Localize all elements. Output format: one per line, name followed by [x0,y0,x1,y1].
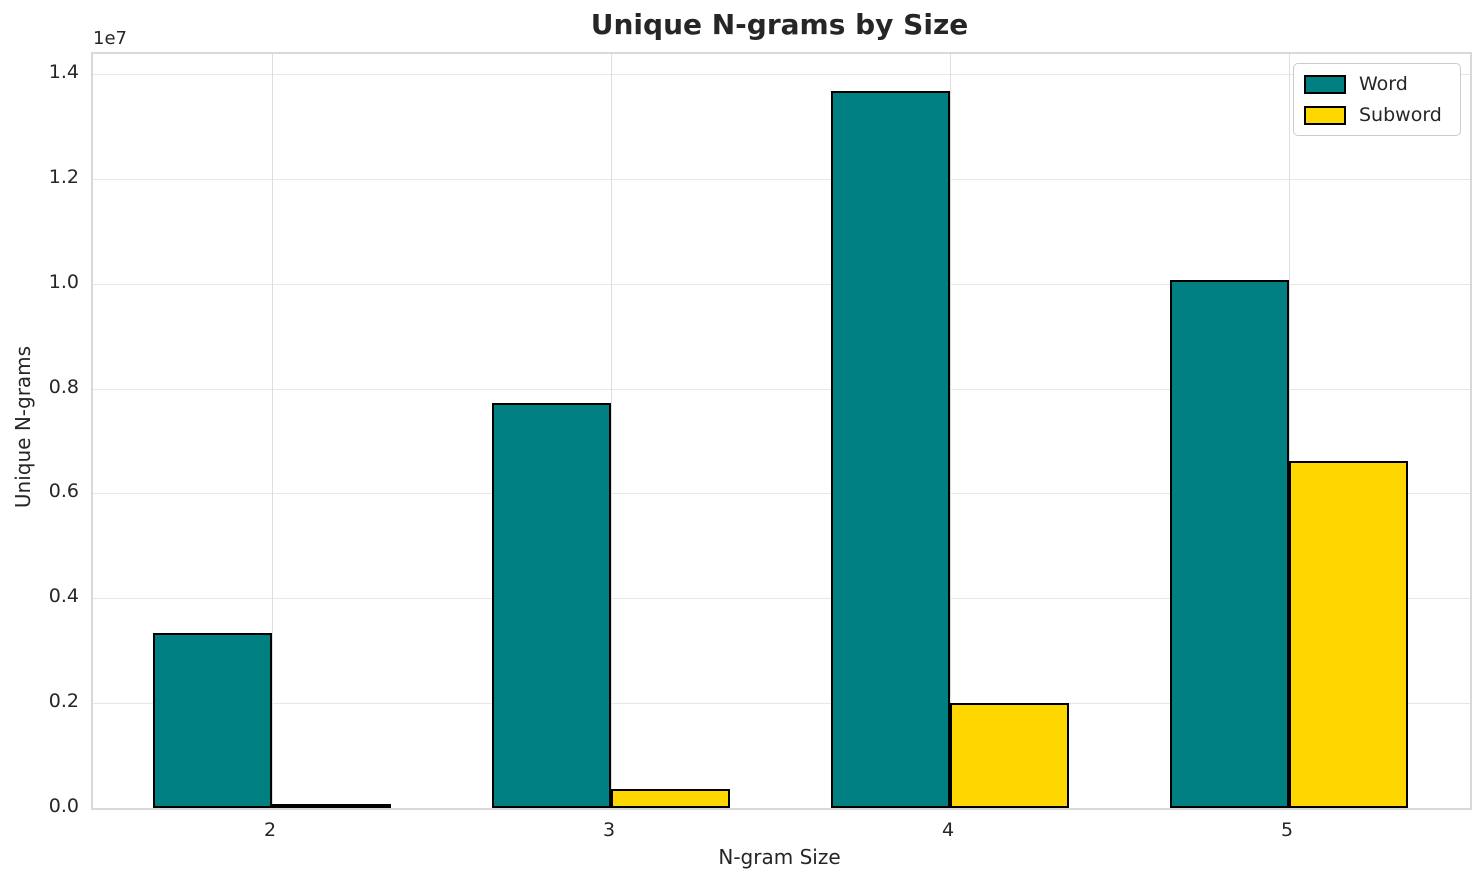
y-tick-label: 0.0 [48,795,79,817]
plot-area [91,52,1472,810]
legend-label-word: Word [1359,73,1408,95]
legend-label-subword: Subword [1359,104,1442,126]
horizontal-gridline [93,178,1470,180]
bar-subword-5 [1289,461,1408,808]
x-tick-label: 5 [1280,819,1294,841]
x-axis-title: N-gram Size [718,845,841,869]
legend: Word Subword [1293,63,1461,136]
x-tick-label: 2 [263,819,277,841]
bar-word-2 [153,633,272,808]
y-tick-label: 1.0 [48,270,79,293]
x-tick-label: 3 [602,819,616,841]
subword-series-swatch-icon [1304,105,1346,125]
bar-subword-4 [950,703,1069,808]
y-tick-label: 0.4 [48,585,79,608]
legend-item-word: Word [1304,72,1450,96]
bar-word-5 [1170,280,1289,808]
horizontal-gridline [93,703,1470,705]
y-tick-label: 0.2 [48,690,79,713]
bar-word-4 [831,91,950,808]
vertical-gridline [950,54,951,808]
horizontal-gridline [93,388,1470,390]
y-tick-label: 0.6 [48,480,79,503]
chart-title: Unique N-grams by Size [590,8,969,41]
horizontal-gridline [93,493,1470,495]
horizontal-gridline [93,283,1470,285]
y-tick-label: 1.4 [48,60,79,83]
bar-subword-3 [611,789,730,808]
vertical-gridline [611,54,612,808]
vertical-gridline [272,54,273,808]
bar-word-3 [492,403,611,808]
x-tick-label: 4 [941,819,955,841]
y-tick-label: 0.8 [48,375,79,398]
y-axis-offset-label: 1e7 [93,28,127,49]
word-series-swatch-icon [1304,74,1346,94]
y-tick-label: 1.2 [48,165,79,188]
bar-subword-2 [272,804,391,808]
horizontal-gridline [93,73,1470,75]
vertical-gridline [1289,54,1290,808]
horizontal-gridline [93,598,1470,600]
legend-item-subword: Subword [1304,103,1450,127]
